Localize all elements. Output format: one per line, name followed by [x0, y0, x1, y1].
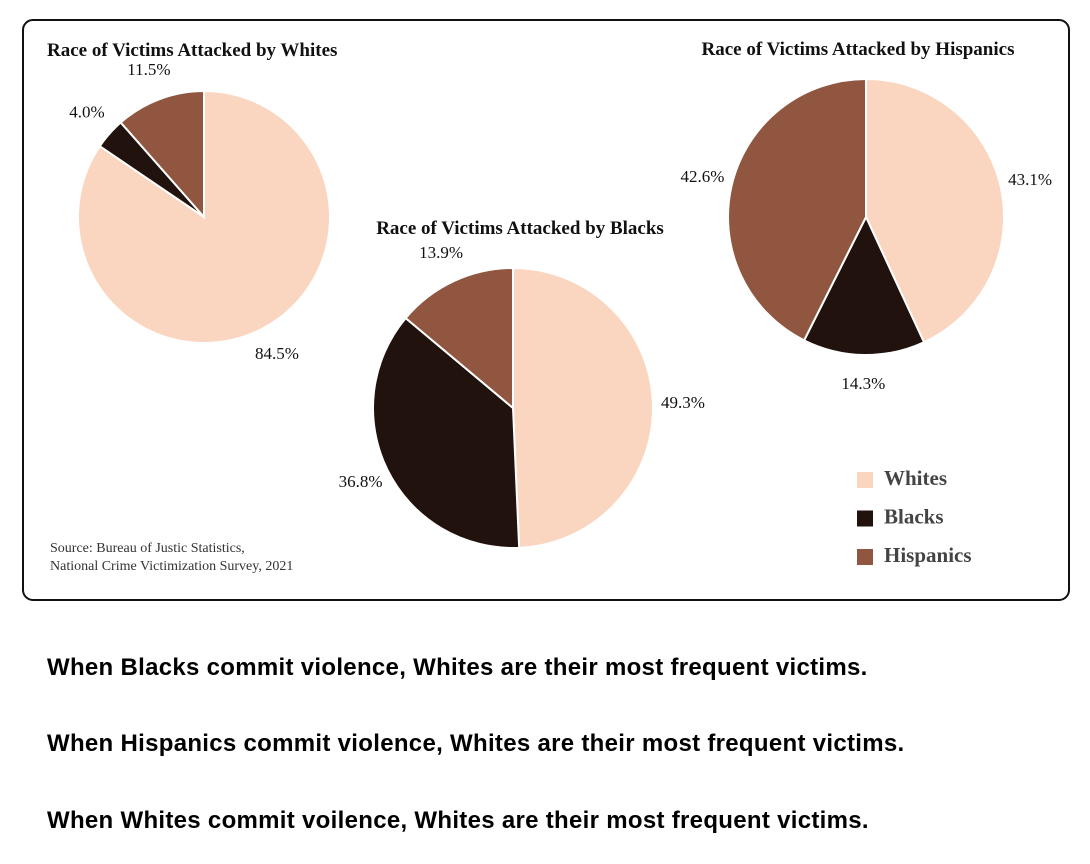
statement: When Blacks commit violence, Whites are …: [47, 654, 868, 681]
value-label: 36.8%: [339, 472, 383, 491]
chart-title: Race of Victims Attacked by Whites: [47, 40, 337, 61]
value-label: 49.3%: [661, 393, 705, 412]
pie-slice: [119, 89, 205, 220]
chart-title: Race of Victims Attacked by Hispanics: [702, 39, 1015, 60]
value-label: 42.6%: [681, 167, 725, 186]
pie-slice: [802, 214, 926, 356]
pie-slice: [727, 77, 867, 342]
value-label: 43.1%: [1008, 170, 1052, 189]
statement: When Hispanics commit violence, Whites a…: [47, 730, 905, 757]
legend-swatch: [857, 549, 873, 565]
chart-title: Race of Victims Attacked by Blacks: [376, 218, 664, 239]
value-label: 14.3%: [841, 374, 885, 393]
pie-slice: [372, 316, 521, 549]
legend-label: Blacks: [884, 504, 944, 528]
pie-slice: [77, 89, 331, 344]
legend-swatch: [857, 472, 873, 488]
value-label: 11.5%: [127, 60, 170, 79]
value-label: 4.0%: [69, 103, 104, 122]
value-label: 84.5%: [255, 344, 299, 363]
statement: When Whites commit voilence, Whites are …: [47, 807, 869, 834]
value-label: 13.9%: [419, 243, 463, 262]
legend-swatch: [857, 510, 873, 527]
legend-label: Hispanics: [884, 543, 972, 567]
source-line: Source: Bureau of Justic Statistics,: [50, 541, 245, 556]
source-line: National Crime Victimization Survey, 202…: [50, 559, 293, 574]
pie-slice: [404, 266, 514, 411]
legend-label: Whites: [884, 466, 947, 490]
pie-slice: [512, 266, 654, 549]
pie-slice: [865, 77, 1005, 344]
